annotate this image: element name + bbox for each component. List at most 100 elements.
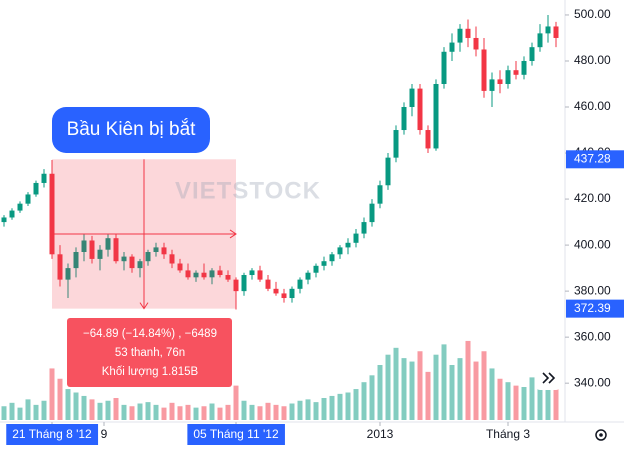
candle-body bbox=[401, 107, 407, 131]
volume-bar bbox=[241, 400, 247, 420]
x-tick-label: 21 Tháng 8 '12 bbox=[12, 427, 92, 441]
tooltip-box bbox=[67, 318, 232, 387]
volume-bar bbox=[369, 375, 375, 420]
candle-body bbox=[281, 293, 287, 299]
volume-bar bbox=[17, 407, 23, 420]
candle-body bbox=[193, 272, 199, 278]
volume-bar bbox=[529, 377, 535, 420]
candle-body bbox=[241, 275, 247, 292]
candle-body bbox=[257, 270, 263, 280]
volume-bar bbox=[65, 389, 71, 420]
candle-body bbox=[81, 240, 87, 252]
candle-body bbox=[41, 173, 47, 183]
candle-body bbox=[337, 247, 343, 255]
candle-body bbox=[1, 217, 7, 223]
x-tick-label: 05 Tháng 11 '12 bbox=[193, 427, 279, 441]
volume-bar bbox=[377, 365, 383, 420]
candle-body bbox=[201, 272, 207, 278]
volume-bar bbox=[513, 385, 519, 420]
candle-body bbox=[457, 28, 463, 43]
candle-body bbox=[329, 254, 335, 262]
candle-body bbox=[97, 249, 103, 259]
y-tick-label: 460.00 bbox=[574, 99, 611, 113]
volume-bar bbox=[497, 378, 503, 420]
volume-bar bbox=[89, 399, 95, 420]
volume-bar bbox=[305, 399, 311, 420]
volume-bar bbox=[129, 406, 135, 420]
annotation: Bầu Kiên bị bắt bbox=[52, 107, 210, 153]
volume-bar bbox=[313, 402, 319, 420]
candle-body bbox=[9, 210, 15, 218]
volume-bar bbox=[393, 347, 399, 420]
volume-bar bbox=[1, 406, 7, 420]
y-tick-label: 340.00 bbox=[574, 375, 611, 389]
candle-body bbox=[169, 254, 175, 264]
candle-body bbox=[313, 265, 319, 273]
price-label: 437.28 bbox=[574, 151, 611, 165]
x-label-box bbox=[6, 424, 99, 445]
volume-bar bbox=[105, 400, 111, 420]
tooltip-line: Khối lượng 1.815B bbox=[102, 366, 199, 378]
tooltip-line: 53 thanh, 76n bbox=[115, 347, 185, 359]
candle-body bbox=[137, 261, 143, 269]
candle-body bbox=[489, 79, 495, 91]
candle-body bbox=[209, 270, 215, 278]
settings-button[interactable] bbox=[595, 429, 607, 441]
volume-bar bbox=[73, 392, 79, 420]
volume-bar bbox=[553, 389, 559, 420]
candle-body bbox=[441, 51, 447, 84]
volume-bar bbox=[449, 365, 455, 420]
volume-bar bbox=[209, 403, 215, 420]
candle-body bbox=[505, 70, 511, 84]
volume-bar bbox=[465, 340, 471, 420]
tooltip-line: −64.89 (−14.84%) , −6489 bbox=[83, 328, 217, 340]
volume-bar bbox=[329, 395, 335, 420]
candle-body bbox=[321, 261, 327, 266]
candle-body bbox=[481, 49, 487, 91]
x-label-box bbox=[187, 424, 285, 445]
scroll-button[interactable] bbox=[536, 366, 560, 390]
annotation-text: Bầu Kiên bị bắt bbox=[67, 118, 197, 140]
volume-bar bbox=[185, 404, 191, 420]
volume-bar bbox=[457, 358, 463, 420]
volume-bar bbox=[161, 407, 167, 420]
volume-bar bbox=[121, 404, 127, 420]
candle-body bbox=[129, 256, 135, 269]
volume-bar bbox=[9, 402, 15, 420]
settings-icon[interactable] bbox=[595, 429, 607, 441]
volume-bar bbox=[257, 406, 263, 420]
plot-area bbox=[1, 14, 559, 420]
volume-bar bbox=[521, 387, 527, 420]
candle-body bbox=[385, 157, 391, 186]
watermark: VIETSTOCK bbox=[175, 177, 321, 204]
volume-bar bbox=[361, 382, 367, 420]
candle-body bbox=[529, 47, 535, 61]
candle-body bbox=[417, 88, 423, 131]
tooltip: −64.89 (−14.84%) , −6489 53 thanh, 76n K… bbox=[67, 318, 232, 387]
candle-body bbox=[89, 240, 95, 259]
volume-bar bbox=[537, 380, 543, 420]
candle-body bbox=[345, 242, 351, 248]
volume-bar bbox=[273, 404, 279, 420]
volume-bar bbox=[441, 344, 447, 420]
y-tick-label: 400.00 bbox=[574, 237, 611, 251]
y-tick-label: 380.00 bbox=[574, 283, 611, 297]
candle-body bbox=[25, 194, 31, 204]
y-tick-label: 420.00 bbox=[574, 191, 611, 205]
volume-bar bbox=[249, 404, 255, 420]
volume-bar bbox=[505, 382, 511, 420]
candle-body bbox=[393, 130, 399, 158]
volume-bar bbox=[425, 371, 431, 420]
candle-body bbox=[17, 203, 23, 211]
candle-body bbox=[513, 70, 519, 75]
candle-body bbox=[521, 60, 527, 75]
candle-body bbox=[305, 272, 311, 280]
scroll-icon bbox=[542, 372, 556, 384]
candle-body bbox=[65, 268, 71, 280]
volume-bar bbox=[489, 368, 495, 420]
candle-body bbox=[449, 42, 455, 52]
volume-bar bbox=[25, 399, 31, 420]
candle-body bbox=[73, 252, 79, 269]
candle-body bbox=[105, 238, 111, 250]
